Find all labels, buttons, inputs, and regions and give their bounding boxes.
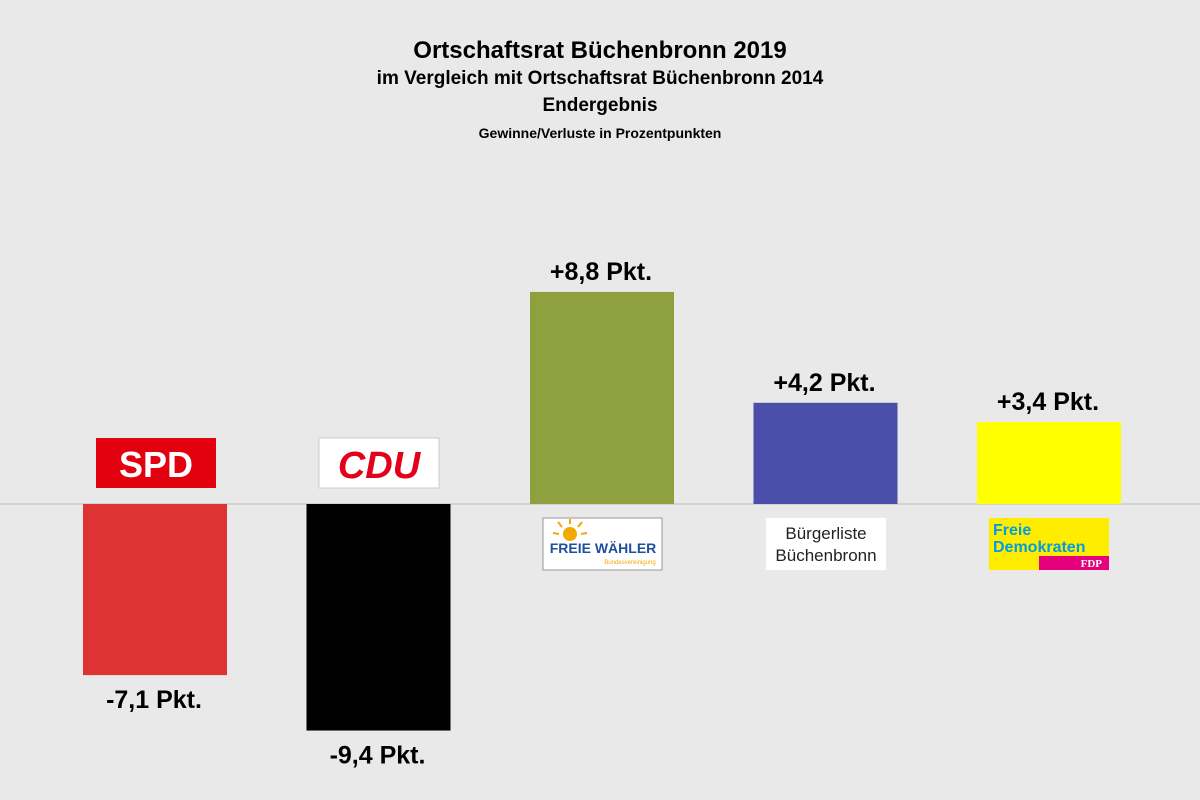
fdp-logo-tag: FDP <box>1081 558 1103 570</box>
bl-logo-line1: Bürgerliste <box>785 524 866 543</box>
fdp-logo: Freie Demokraten FDP <box>989 518 1109 570</box>
value-label-freie-waehler: +8,8 Pkt. <box>550 258 652 286</box>
spd-logo: SPD <box>96 438 216 488</box>
fdp-logo-tagbar <box>1039 556 1109 570</box>
chart-status: Endergebnis <box>542 95 658 116</box>
fdp-logo-line2: Demokraten <box>993 539 1085 556</box>
sun-icon <box>552 519 588 541</box>
bl-logo-line2: Büchenbronn <box>775 546 876 565</box>
value-label-fdp: +3,4 Pkt. <box>997 388 1099 416</box>
chart-title: Ortschaftsrat Büchenbronn 2019 <box>413 37 787 64</box>
spd-logo-text: SPD <box>119 444 193 485</box>
value-label-spd: -7,1 Pkt. <box>106 686 202 714</box>
cdu-logo: CDU <box>318 437 440 489</box>
bars-group <box>83 291 1121 731</box>
cdu-logo-text: CDU <box>338 445 422 487</box>
chart-note: Gewinne/Verluste in Prozentpunkten <box>478 125 722 141</box>
fw-logo-subtext: Bundesvereinigung <box>604 560 655 566</box>
chart-subtitle: im Vergleich mit Ortschaftsrat Büchenbro… <box>376 68 824 89</box>
value-labels-group: -7,1 Pkt. -9,4 Pkt. +8,8 Pkt. +4,2 Pkt. +3,4… <box>106 258 1099 770</box>
fw-logo-text: FREIE WÄHLER <box>550 540 657 556</box>
bar-buergerliste <box>753 402 898 504</box>
chart-titles: Ortschaftsrat Büchenbronn 2019 im Vergle… <box>0 36 1200 146</box>
fdp-logo-line1: Freie <box>993 522 1031 539</box>
bar-fdp <box>977 422 1121 504</box>
freie-waehler-logo: FREIE WÄHLER Bundesvereinigung <box>542 517 663 571</box>
buergerliste-logo: Bürgerliste Büchenbronn <box>766 518 886 570</box>
bar-spd <box>83 504 227 676</box>
bar-freie-waehler <box>530 291 674 504</box>
value-label-buergerliste: +4,2 Pkt. <box>773 369 875 397</box>
value-label-cdu: -9,4 Pkt. <box>330 742 426 770</box>
bar-cdu <box>306 504 451 731</box>
